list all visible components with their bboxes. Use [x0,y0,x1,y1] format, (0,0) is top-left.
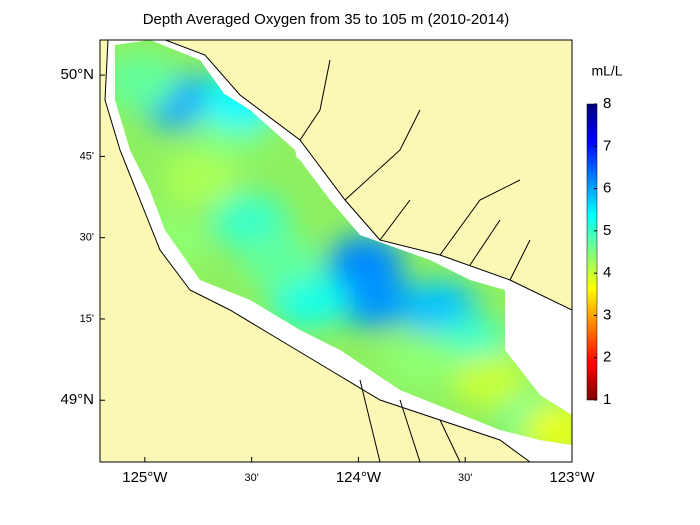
y-tick-label: 50°N [60,66,94,83]
colorbar [586,103,598,401]
colorbar-tick-label: 1 [603,391,611,408]
oxygen-patch [452,352,529,409]
oxygen-patch [382,333,459,390]
oxygen-patch [241,232,318,289]
colorbar-tick-label: 7 [603,137,611,154]
y-tick-label: 49°N [60,391,94,408]
colorbar-tick-label: 6 [603,180,611,197]
oxygen-patch [337,271,414,328]
oxygen-patch [115,53,179,110]
map-frame [99,39,573,463]
coast-inlets [299,59,531,462]
map-area [100,40,572,462]
x-tick-label: 124°W [336,469,382,486]
x-tick-label: 123°W [549,469,595,486]
colorbar-label: mL/L [591,63,622,79]
colorbar-tick-label: 8 [603,95,611,112]
y-tick-label: 45' [80,150,94,162]
x-tick-label: 30' [458,472,472,484]
x-tick-label: 30' [244,472,258,484]
colorbar-tick-label: 2 [603,349,611,366]
x-tick-label: 125°W [122,469,168,486]
y-tick-label: 30' [80,232,94,244]
y-tick-label: 15' [80,313,94,325]
colorbar-tick-label: 4 [603,264,611,281]
map-title: Depth Averaged Oxygen from 35 to 105 m (… [143,11,510,28]
colorbar-tick-label: 5 [603,222,611,239]
colorbar-tick-label: 3 [603,306,611,323]
oxygen-patch [162,151,239,208]
